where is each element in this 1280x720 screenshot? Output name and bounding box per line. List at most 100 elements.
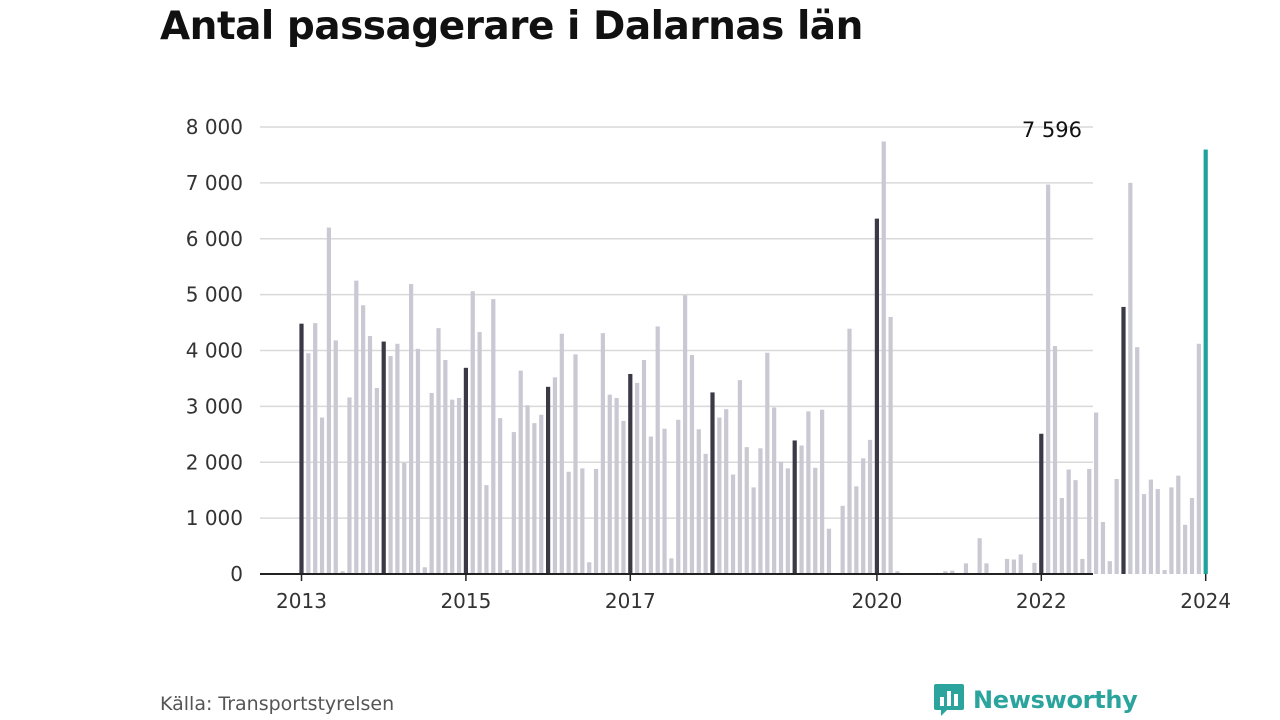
- bar-chart: 0 1 000 2 000 3 000 4 000 5 000 6 000 7 000 8 00…: [186, 115, 1231, 613]
- bar: [580, 468, 585, 574]
- y-tick-label: 4 000: [186, 339, 243, 363]
- bar: [593, 468, 599, 574]
- bar: [1100, 522, 1106, 574]
- bar: [963, 563, 969, 574]
- bar: [669, 558, 674, 575]
- bar: [395, 343, 400, 574]
- bar: [415, 348, 421, 574]
- bar: [552, 377, 558, 574]
- bar: [737, 380, 742, 574]
- bar-january: [1121, 306, 1126, 574]
- bar: [676, 419, 681, 574]
- bar: [443, 360, 448, 574]
- bar: [1162, 570, 1167, 574]
- bar-january: [463, 367, 468, 574]
- bar: [333, 340, 338, 574]
- bar: [1176, 475, 1181, 574]
- source-note: Källa: Transportstyrelsen: [160, 693, 395, 715]
- bar: [532, 423, 537, 574]
- bar: [566, 471, 571, 574]
- x-tick-label: 2017: [605, 589, 656, 613]
- chart-title: Antal passagerare i Dalarnas län: [160, 4, 863, 49]
- bar: [1004, 558, 1010, 574]
- bar: [388, 356, 393, 574]
- bar-january: [710, 392, 715, 574]
- bar: [1114, 479, 1119, 574]
- bar: [573, 354, 578, 574]
- bar: [765, 352, 770, 574]
- bar: [306, 353, 311, 574]
- bar: [409, 284, 414, 574]
- bar: [751, 487, 756, 574]
- bar: [1073, 480, 1078, 574]
- bar: [1107, 561, 1112, 574]
- bar: [785, 468, 790, 574]
- y-axis-tick-labels: 0 1 000 2 000 3 000 4 000 5 000 6 000 7 000 8 00…: [186, 115, 243, 586]
- bar-january: [1039, 433, 1044, 574]
- bar: [621, 420, 626, 574]
- bar: [340, 571, 345, 574]
- annotations: 7 596: [1022, 118, 1082, 142]
- bar: [867, 439, 873, 574]
- y-tick-label: 3 000: [186, 394, 243, 418]
- bar: [813, 467, 818, 574]
- bar: [319, 417, 325, 574]
- bar: [367, 335, 373, 574]
- bar: [422, 567, 427, 574]
- bar: [470, 291, 475, 574]
- bar-january: [792, 440, 797, 574]
- bar-january: [381, 341, 386, 574]
- bar: [840, 505, 845, 574]
- bar: [354, 280, 359, 574]
- bar: [1059, 498, 1064, 574]
- bar: [635, 382, 640, 574]
- bar: [943, 571, 948, 574]
- bar-january: [874, 218, 879, 574]
- bar: [696, 429, 701, 574]
- bar: [655, 326, 660, 574]
- bar: [1046, 184, 1051, 575]
- bar: [1080, 558, 1085, 574]
- bar: [374, 387, 379, 574]
- x-tick-label: 2024: [1180, 589, 1231, 613]
- bar: [662, 428, 667, 575]
- brand-name: Newsworthy: [973, 686, 1138, 714]
- y-tick-label: 7 000: [186, 171, 243, 195]
- bar: [881, 141, 886, 574]
- bar: [806, 411, 811, 574]
- bar: [402, 462, 407, 574]
- x-tick-label: 2013: [276, 589, 327, 613]
- bar: [607, 394, 612, 574]
- bar: [772, 407, 777, 574]
- bar: [1094, 412, 1099, 574]
- bar: [477, 332, 482, 574]
- bar: [1183, 524, 1188, 574]
- bar: [758, 448, 763, 574]
- bar: [847, 328, 852, 574]
- bar: [1128, 182, 1133, 575]
- bar: [326, 227, 331, 574]
- bar: [683, 295, 688, 574]
- bar: [539, 414, 544, 574]
- bar: [1052, 346, 1058, 574]
- bar: [456, 397, 462, 574]
- newsworthy-logo-icon: [934, 684, 964, 716]
- bar: [717, 417, 722, 574]
- bar: [525, 405, 530, 574]
- bar: [511, 432, 516, 574]
- bar: [491, 299, 496, 574]
- bars: [299, 141, 1208, 575]
- bar: [1066, 469, 1071, 574]
- bar: [950, 570, 955, 574]
- bar: [1141, 494, 1147, 574]
- bar: [1011, 559, 1016, 574]
- bar: [518, 370, 523, 575]
- y-tick-label: 0: [230, 562, 243, 586]
- bar: [861, 458, 866, 574]
- bar: [984, 563, 989, 574]
- bar: [1087, 468, 1092, 574]
- bar: [450, 399, 455, 574]
- bar: [1148, 479, 1153, 574]
- bar: [820, 409, 825, 574]
- bar: [689, 354, 695, 574]
